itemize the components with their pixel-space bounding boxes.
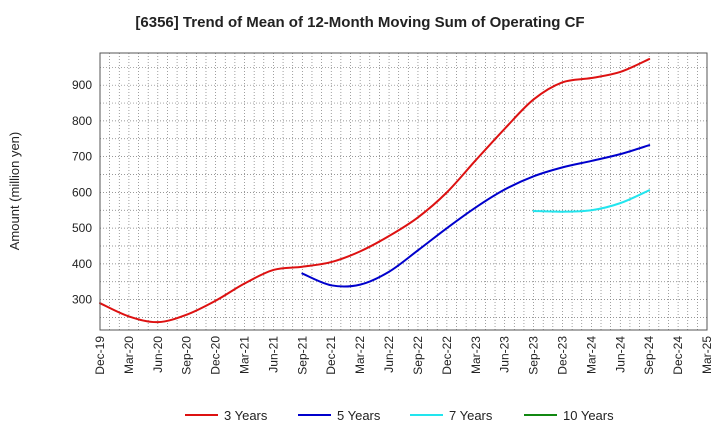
x-tick-label: Mar-24 <box>584 336 598 374</box>
x-tick-label: Jun-24 <box>613 336 627 373</box>
x-tick-label: Mar-25 <box>700 336 714 374</box>
legend-label-7-years: 7 Years <box>449 408 493 423</box>
x-tick-label: Sep-21 <box>295 336 309 375</box>
x-tick-label: Mar-22 <box>353 336 367 374</box>
y-tick-label: 900 <box>72 78 92 92</box>
series-line-7-years <box>532 189 651 213</box>
x-tick-label: Mar-20 <box>122 336 136 374</box>
x-tick-label: Mar-23 <box>469 336 483 374</box>
x-tick-label: Jun-20 <box>151 336 165 373</box>
y-tick-label: 300 <box>72 293 92 307</box>
x-tick-label: Jun-22 <box>382 336 396 373</box>
y-tick-label: 500 <box>72 221 92 235</box>
x-tick-label: Dec-19 <box>93 336 107 375</box>
y-tick-label: 700 <box>72 150 92 164</box>
series-line-3-years <box>99 58 651 324</box>
x-tick-label: Dec-24 <box>671 336 685 375</box>
x-tick-label: Jun-23 <box>498 336 512 373</box>
x-tick-labels: Dec-19 Mar-20 Jun-20 Sep-20 Dec-20 Mar-21 Jun-… <box>93 336 714 375</box>
x-tick-label: Mar-21 <box>238 336 252 374</box>
x-tick-label: Sep-20 <box>180 336 194 375</box>
y-tick-label: 600 <box>72 185 92 199</box>
legend-label-3-years: 3 Years <box>224 408 268 423</box>
y-tick-label: 800 <box>72 114 92 128</box>
x-tick-label: Sep-24 <box>642 336 656 375</box>
x-tick-label: Dec-20 <box>209 336 223 375</box>
series-line-5-years <box>301 144 651 288</box>
legend-label-10-years: 10 Years <box>563 408 614 423</box>
x-tick-label: Dec-21 <box>324 336 338 375</box>
grid <box>100 53 707 330</box>
chart-title: [6356] Trend of Mean of 12-Month Moving … <box>135 14 584 31</box>
y-tick-label: 400 <box>72 257 92 271</box>
x-tick-label: Dec-22 <box>440 336 454 375</box>
y-axis-label: Amount (million yen) <box>7 132 22 251</box>
legend: 3 Years 5 Years 7 Years 10 Years <box>185 408 614 423</box>
y-tick-labels: 300 400 500 600 700 800 900 <box>72 78 92 306</box>
plot-frame <box>99 52 708 331</box>
series-group <box>99 58 651 324</box>
x-tick-label: Sep-23 <box>527 336 541 375</box>
x-tick-label: Sep-22 <box>411 336 425 375</box>
x-tick-label: Jun-21 <box>266 336 280 373</box>
legend-label-5-years: 5 Years <box>337 408 381 423</box>
x-tick-label: Dec-23 <box>555 336 569 375</box>
